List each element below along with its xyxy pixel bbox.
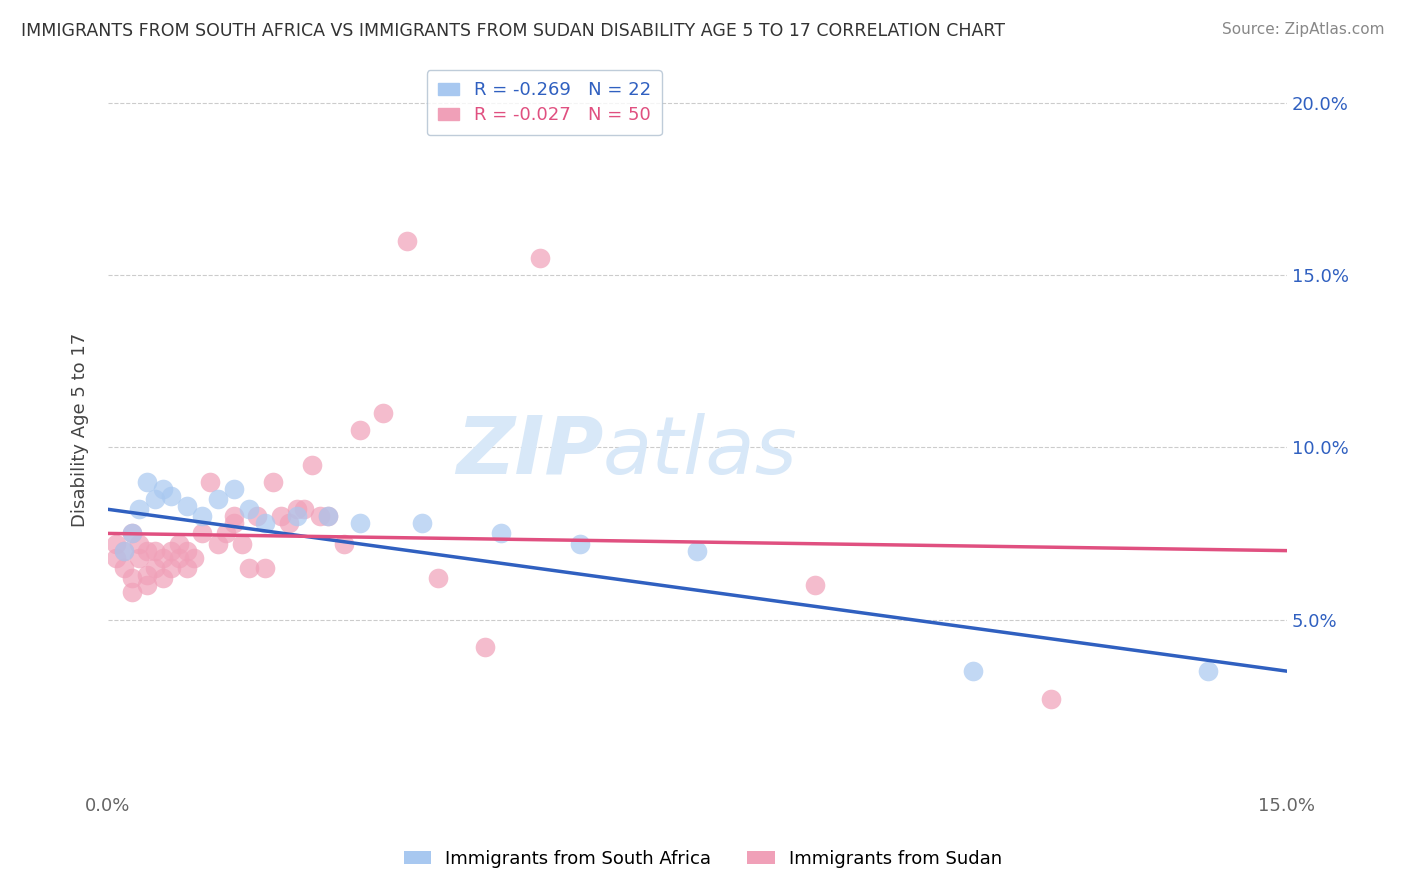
Point bbox=[349, 423, 371, 437]
Point bbox=[301, 458, 323, 472]
Point bbox=[222, 516, 245, 530]
Point bbox=[183, 550, 205, 565]
Point bbox=[411, 516, 433, 530]
Point bbox=[568, 537, 591, 551]
Point bbox=[254, 516, 277, 530]
Point bbox=[270, 509, 292, 524]
Legend: Immigrants from South Africa, Immigrants from Sudan: Immigrants from South Africa, Immigrants… bbox=[394, 838, 1012, 879]
Text: atlas: atlas bbox=[603, 413, 799, 491]
Point bbox=[474, 640, 496, 654]
Point bbox=[167, 537, 190, 551]
Point bbox=[143, 491, 166, 506]
Point bbox=[128, 550, 150, 565]
Point bbox=[121, 526, 143, 541]
Point bbox=[238, 561, 260, 575]
Point bbox=[231, 537, 253, 551]
Point bbox=[316, 509, 339, 524]
Point bbox=[285, 502, 308, 516]
Text: IMMIGRANTS FROM SOUTH AFRICA VS IMMIGRANTS FROM SUDAN DISABILITY AGE 5 TO 17 COR: IMMIGRANTS FROM SOUTH AFRICA VS IMMIGRAN… bbox=[21, 22, 1005, 40]
Point bbox=[207, 491, 229, 506]
Point bbox=[427, 571, 450, 585]
Point bbox=[207, 537, 229, 551]
Point bbox=[128, 537, 150, 551]
Point bbox=[294, 502, 316, 516]
Point bbox=[128, 502, 150, 516]
Point bbox=[152, 482, 174, 496]
Point bbox=[191, 509, 214, 524]
Point bbox=[112, 543, 135, 558]
Point bbox=[222, 509, 245, 524]
Point bbox=[215, 526, 238, 541]
Point bbox=[160, 489, 183, 503]
Point bbox=[121, 571, 143, 585]
Point bbox=[112, 543, 135, 558]
Point bbox=[333, 537, 356, 551]
Point bbox=[222, 482, 245, 496]
Point bbox=[167, 550, 190, 565]
Point bbox=[136, 567, 159, 582]
Point bbox=[198, 475, 221, 489]
Point bbox=[176, 561, 198, 575]
Point bbox=[1197, 664, 1219, 678]
Point bbox=[160, 543, 183, 558]
Point bbox=[152, 571, 174, 585]
Point bbox=[277, 516, 299, 530]
Legend: R = -0.269   N = 22, R = -0.027   N = 50: R = -0.269 N = 22, R = -0.027 N = 50 bbox=[427, 70, 662, 136]
Point bbox=[136, 543, 159, 558]
Point bbox=[136, 475, 159, 489]
Point bbox=[804, 578, 827, 592]
Point bbox=[112, 561, 135, 575]
Text: ZIP: ZIP bbox=[456, 413, 603, 491]
Point bbox=[395, 234, 418, 248]
Point bbox=[686, 543, 709, 558]
Point bbox=[316, 509, 339, 524]
Point bbox=[489, 526, 512, 541]
Point bbox=[246, 509, 269, 524]
Point bbox=[121, 585, 143, 599]
Point bbox=[191, 526, 214, 541]
Point bbox=[143, 561, 166, 575]
Point bbox=[285, 509, 308, 524]
Point bbox=[349, 516, 371, 530]
Point bbox=[176, 499, 198, 513]
Point bbox=[104, 537, 127, 551]
Y-axis label: Disability Age 5 to 17: Disability Age 5 to 17 bbox=[72, 333, 89, 527]
Point bbox=[254, 561, 277, 575]
Point bbox=[176, 543, 198, 558]
Point bbox=[136, 578, 159, 592]
Point bbox=[238, 502, 260, 516]
Point bbox=[262, 475, 284, 489]
Point bbox=[121, 526, 143, 541]
Point bbox=[152, 550, 174, 565]
Point bbox=[962, 664, 984, 678]
Point bbox=[143, 543, 166, 558]
Point bbox=[160, 561, 183, 575]
Point bbox=[529, 251, 551, 265]
Point bbox=[104, 550, 127, 565]
Text: Source: ZipAtlas.com: Source: ZipAtlas.com bbox=[1222, 22, 1385, 37]
Point bbox=[371, 406, 394, 420]
Point bbox=[1040, 691, 1063, 706]
Point bbox=[309, 509, 332, 524]
